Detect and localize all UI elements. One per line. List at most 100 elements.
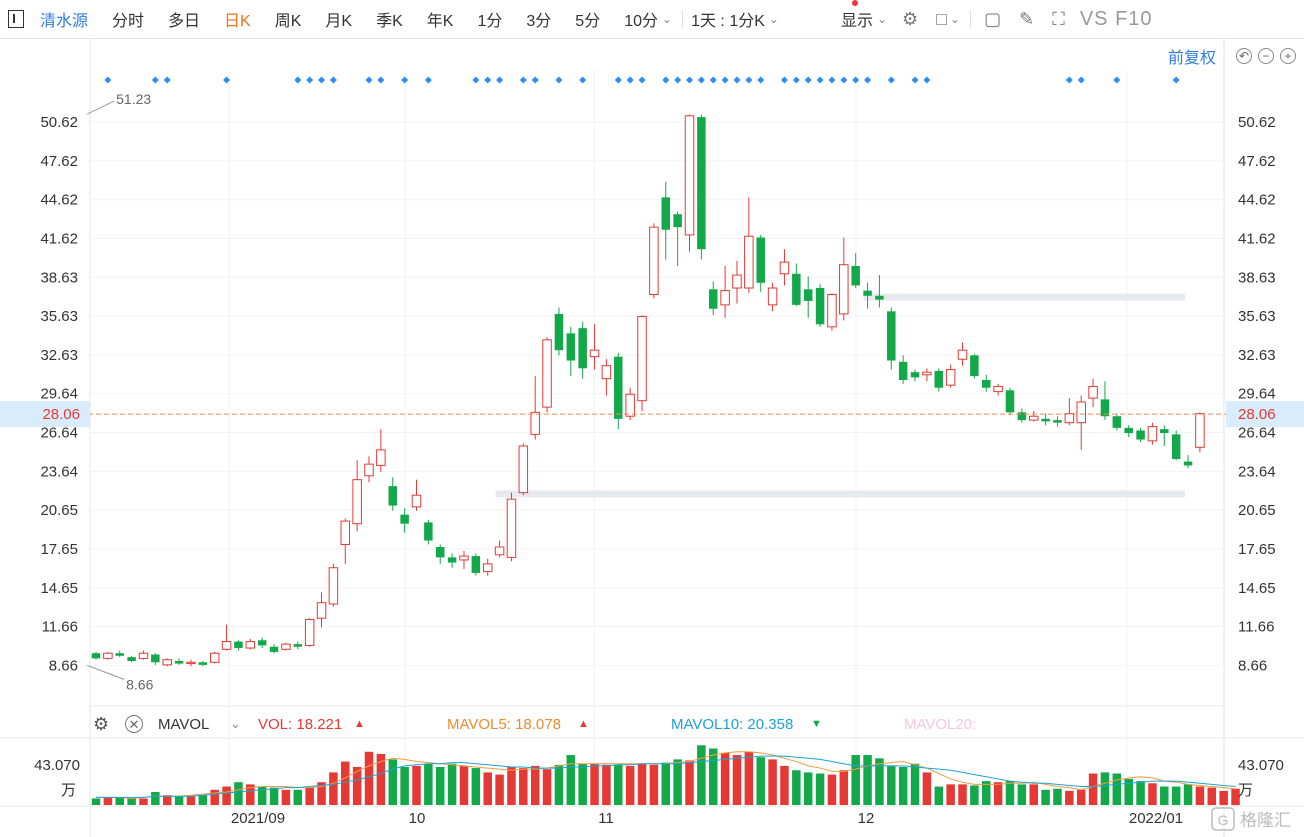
event-marker-icon[interactable] xyxy=(864,76,872,84)
event-marker-icon[interactable] xyxy=(472,76,480,84)
tab-weekly-k[interactable]: 周K xyxy=(274,13,302,30)
candle[interactable] xyxy=(1171,430,1181,461)
candle[interactable] xyxy=(91,651,101,660)
candle[interactable] xyxy=(352,460,362,532)
candle[interactable] xyxy=(578,321,587,379)
candle[interactable] xyxy=(400,508,409,533)
indicator-name[interactable]: MAVOL xyxy=(158,715,210,733)
event-marker-icon[interactable] xyxy=(828,76,836,84)
event-marker-icon[interactable] xyxy=(887,76,895,84)
candle[interactable] xyxy=(684,114,695,252)
candle[interactable] xyxy=(898,355,908,384)
candle[interactable] xyxy=(328,563,339,607)
candle[interactable] xyxy=(482,558,493,576)
candle[interactable] xyxy=(1005,387,1015,415)
event-marker-icon[interactable] xyxy=(294,76,302,84)
candle[interactable] xyxy=(732,260,742,304)
event-marker-icon[interactable] xyxy=(151,76,159,84)
candle[interactable] xyxy=(827,293,837,331)
adjust-mode-button[interactable]: 前复权 xyxy=(1167,50,1216,67)
event-marker-icon[interactable] xyxy=(840,76,848,84)
candle[interactable] xyxy=(151,653,160,665)
candle[interactable] xyxy=(1100,381,1110,421)
event-marker-icon[interactable] xyxy=(1172,76,1180,84)
candle[interactable] xyxy=(1124,425,1133,437)
candle[interactable] xyxy=(459,550,469,570)
event-marker-icon[interactable] xyxy=(555,76,563,84)
event-marker-icon[interactable] xyxy=(792,76,800,84)
candle[interactable] xyxy=(209,651,220,664)
chevron-down-icon[interactable]: ⌄ xyxy=(950,12,961,26)
candle[interactable] xyxy=(1017,408,1027,423)
candle[interactable] xyxy=(815,284,825,327)
event-marker-icon[interactable] xyxy=(329,76,337,84)
gear-icon[interactable]: ⚙ xyxy=(93,713,110,734)
candle[interactable] xyxy=(1195,412,1205,453)
fullscreen-icon[interactable]: ⛶ xyxy=(1052,8,1065,29)
candle[interactable] xyxy=(103,651,113,660)
candle[interactable] xyxy=(1064,398,1075,426)
event-marker-icon[interactable] xyxy=(721,76,729,84)
event-marker-icon[interactable] xyxy=(638,76,646,84)
event-marker-icon[interactable] xyxy=(1113,76,1121,84)
tab-10min[interactable]: 10分 xyxy=(624,13,659,30)
candle[interactable] xyxy=(945,364,956,388)
candle[interactable] xyxy=(388,477,398,511)
candle[interactable] xyxy=(411,479,422,511)
event-marker-icon[interactable] xyxy=(318,76,326,84)
candle[interactable] xyxy=(376,429,386,472)
candle[interactable] xyxy=(447,553,457,568)
tab-intraday[interactable]: 分时 xyxy=(112,13,145,30)
candle[interactable] xyxy=(720,266,730,318)
candle[interactable] xyxy=(922,368,932,382)
candle[interactable] xyxy=(839,237,849,321)
candle[interactable] xyxy=(174,658,184,665)
candle[interactable] xyxy=(1076,395,1086,450)
event-marker-icon[interactable] xyxy=(626,76,634,84)
event-marker-icon[interactable] xyxy=(496,76,504,84)
candle[interactable] xyxy=(779,249,790,286)
candle[interactable] xyxy=(245,638,256,650)
candle[interactable] xyxy=(1147,422,1158,445)
candle[interactable] xyxy=(625,387,635,421)
candle[interactable] xyxy=(887,307,896,370)
camera-icon[interactable]: ▢ xyxy=(984,8,1002,29)
candle[interactable] xyxy=(435,544,445,564)
candle[interactable] xyxy=(589,324,600,370)
event-marker-icon[interactable] xyxy=(614,76,622,84)
tab-daily-k[interactable]: 日K xyxy=(224,13,251,30)
close-icon[interactable]: ✕ xyxy=(125,715,143,733)
candle[interactable] xyxy=(637,315,647,412)
event-marker-icon[interactable] xyxy=(306,76,314,84)
candle[interactable] xyxy=(221,624,232,651)
tab-1min[interactable]: 1分 xyxy=(477,13,503,30)
stock-name[interactable]: 清水源 xyxy=(40,13,89,30)
event-marker-icon[interactable] xyxy=(852,76,860,84)
chevron-down-icon[interactable]: ⌄ xyxy=(662,12,673,26)
candle[interactable] xyxy=(792,263,801,307)
candle[interactable] xyxy=(614,352,623,430)
candle[interactable] xyxy=(518,443,529,496)
event-marker-icon[interactable] xyxy=(424,76,432,84)
tab-monthly-k[interactable]: 月K xyxy=(325,13,353,30)
event-marker-icon[interactable] xyxy=(709,76,717,84)
candle[interactable] xyxy=(542,337,552,413)
candle[interactable] xyxy=(554,307,564,356)
tab-yearly-k[interactable]: 年K xyxy=(426,13,454,30)
tab-multi-day[interactable]: 多日 xyxy=(168,13,201,30)
chevron-down-icon[interactable]: ⌄ xyxy=(230,716,241,731)
candle[interactable] xyxy=(138,650,149,660)
candle[interactable] xyxy=(1183,455,1193,469)
event-marker-icon[interactable] xyxy=(377,76,385,84)
candle[interactable] xyxy=(744,197,754,294)
event-marker-icon[interactable] xyxy=(401,76,409,84)
candle[interactable] xyxy=(649,223,659,299)
event-marker-icon[interactable] xyxy=(780,76,788,84)
candle[interactable] xyxy=(234,640,243,651)
event-marker-icon[interactable] xyxy=(804,76,812,84)
candle[interactable] xyxy=(1088,378,1098,408)
candle[interactable] xyxy=(115,650,124,658)
candle[interactable] xyxy=(566,326,576,377)
event-marker-icon[interactable] xyxy=(531,76,539,84)
chevron-down-icon[interactable]: ⌄ xyxy=(876,12,888,26)
